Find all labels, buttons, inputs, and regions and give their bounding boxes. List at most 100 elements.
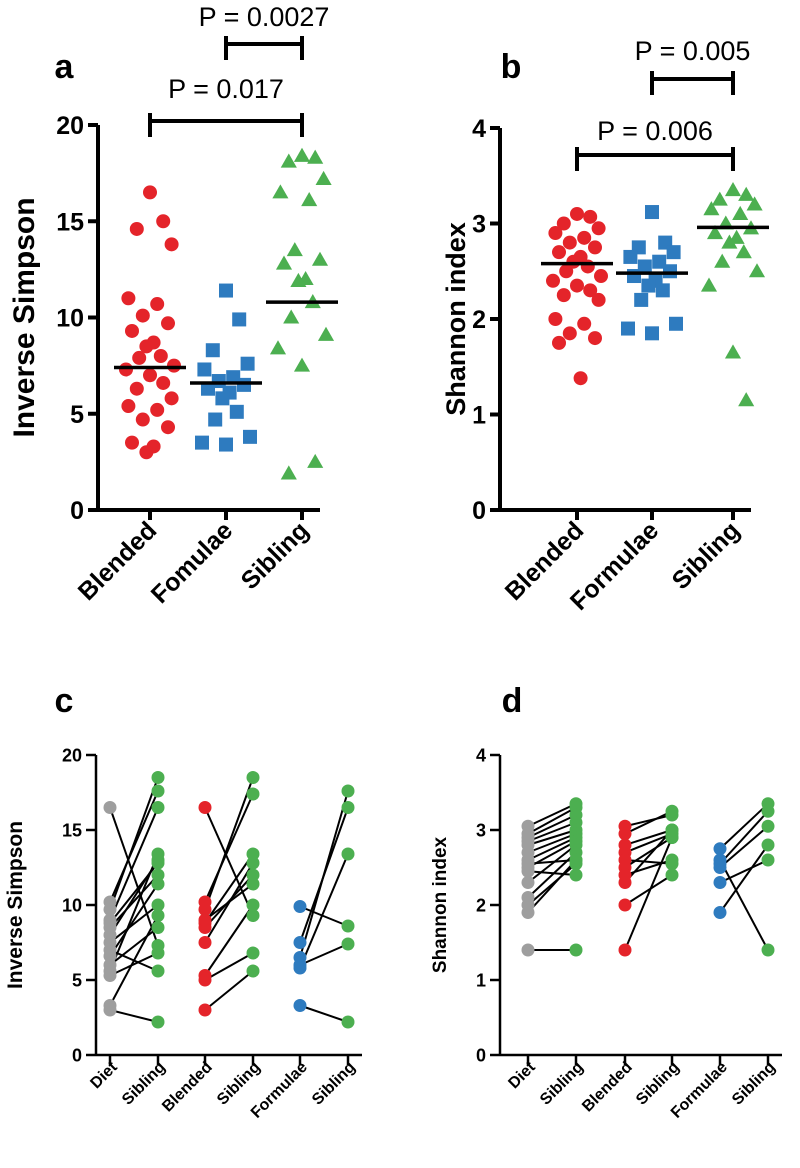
data-point-c [103,943,117,957]
paired-line-c [204,777,254,910]
data-point-b [562,235,577,250]
y-tick-label-c: 0 [72,1045,82,1065]
data-point-d [713,906,727,919]
data-point-a [301,192,318,207]
data-point-c [246,787,260,801]
data-point-b [627,269,641,284]
paired-line-c [109,883,159,957]
paired-line-c [299,1004,349,1023]
data-point-b [591,221,606,236]
paired-line-d [527,836,577,861]
data-point-d [569,943,583,957]
paired-line-d [624,836,673,869]
paired-line-d [624,829,673,846]
paired-line-d [527,844,577,884]
paired-line-d [527,821,577,843]
x-category-label-c: Diet [87,1058,121,1092]
data-point-a [125,435,139,450]
data-point-b [621,321,635,336]
y-tick-label-b: 3 [472,211,486,239]
data-point-b [548,226,563,241]
y-tick-label-d: 1 [476,970,486,990]
data-point-d [618,898,632,912]
data-point-a [164,237,179,252]
data-point-b [548,312,563,326]
data-point-c [198,903,212,916]
paired-line-c [109,949,159,972]
data-point-b [711,191,728,206]
data-point-a [164,391,179,406]
data-point-a [121,291,136,306]
data-point-b [706,225,724,240]
data-point-c [293,936,307,949]
data-point-b [732,205,749,220]
data-point-d [761,838,775,852]
paired-line-d [527,851,577,899]
y-axis-label-b: Shannon index [441,222,471,416]
paired-line-c [204,853,254,924]
data-point-d [761,853,775,867]
data-point-b [637,259,652,274]
paired-line-c [299,905,349,927]
y-tick-label-a: 0 [70,497,84,525]
data-point-a [237,377,251,392]
data-point-d [665,868,679,882]
y-axis-label-d: Shannon index [430,836,451,973]
data-point-b [700,277,718,292]
data-point-d [761,804,775,818]
paired-line-d [624,874,673,906]
data-point-b [746,196,763,211]
data-point-b [570,278,584,293]
data-point-b [594,269,608,284]
data-point-b [573,371,588,386]
data-point-a [143,185,157,200]
x-category-label-d: Diet [505,1058,539,1092]
data-point-d [761,819,775,833]
data-point-c [151,946,165,960]
y-axis-label-a: Inverse Simpson [8,197,41,437]
data-point-a [201,381,215,396]
data-point-a [150,297,165,312]
data-point-d [713,842,727,856]
data-point-c [293,999,307,1012]
paired-line-d [527,806,577,835]
y-tick-label-b: 0 [472,497,486,525]
data-point-a [307,453,324,468]
paired-line-d [719,844,769,914]
y-tick-label-a: 5 [70,401,84,429]
data-point-a [219,283,233,298]
significance-bracket-b [650,71,735,95]
data-point-a [135,412,150,427]
data-point-a [156,214,171,229]
paired-line-c [109,807,159,946]
data-point-a [290,272,307,287]
p-value-label-a: P = 0.0027 [199,2,330,32]
data-point-a [275,255,293,270]
data-point-a [240,356,255,371]
paired-line-c [109,862,159,924]
paired-line-c [299,790,349,958]
data-point-a [167,358,181,373]
data-point-a [132,350,147,365]
y-tick-label-d: 0 [476,1045,486,1065]
data-point-c [103,903,117,916]
data-point-d [521,906,535,919]
data-point-b [623,249,638,264]
y-tick-label-b: 1 [472,402,486,430]
x-category-label-d: Blended [579,1059,636,1116]
data-point-b [703,201,720,216]
panel-letter-c: c [55,682,74,720]
paired-line-d [719,825,769,869]
data-point-b [738,392,755,407]
data-point-a [293,147,311,162]
x-category-label-d: Sibling [729,1059,779,1109]
paired-line-c [109,1009,159,1023]
data-point-c [103,1003,117,1017]
data-point-d [521,876,535,889]
y-tick-label-c: 5 [72,970,82,990]
data-point-b [666,245,681,260]
data-point-c [151,898,165,912]
data-point-c [341,937,355,951]
data-point-a [219,437,233,452]
data-point-d [569,853,583,867]
